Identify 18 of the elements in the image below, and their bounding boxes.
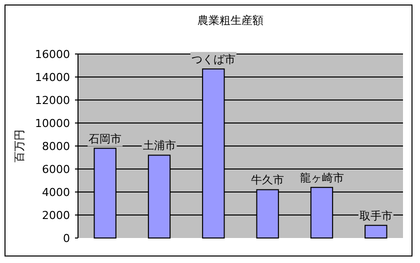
x-tick-label: 取手市	[359, 209, 392, 222]
y-tick-label: 4000	[42, 186, 70, 199]
y-axis-title: 百万円	[13, 130, 26, 162]
y-tick-label: 2000	[42, 209, 70, 222]
x-tick-label: 石岡市	[88, 132, 122, 146]
y-tick-label: 6000	[42, 163, 70, 176]
x-tick-label: 牛久市	[251, 174, 284, 187]
x-tick-label: 龍ヶ崎市	[300, 171, 344, 184]
y-tick-label: 10000	[35, 117, 70, 130]
bar	[364, 224, 388, 238]
y-tick-label: 16000	[35, 48, 70, 61]
chart-title: 農業粗生産額	[198, 14, 264, 27]
y-tick-label: 0	[63, 232, 70, 245]
y-tick-label: 12000	[35, 94, 70, 107]
x-tick-label: つくば市	[191, 52, 236, 66]
x-tick-label: 土浦市	[142, 139, 176, 152]
y-tick-label: 8000	[42, 140, 70, 153]
y-tick-label: 14000	[35, 71, 70, 84]
